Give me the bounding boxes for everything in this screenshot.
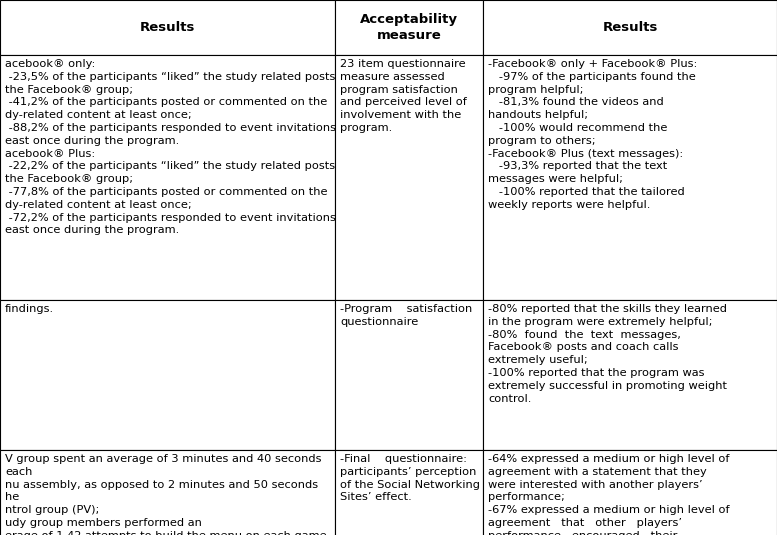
Text: Acceptability
measure: Acceptability measure (360, 13, 458, 42)
Text: acebook® only:
 -23,5% of the participants “liked” the study related posts
the F: acebook® only: -23,5% of the participant… (5, 59, 336, 235)
Bar (335, 55, 483, 300)
Text: V group spent an average of 3 minutes and 40 seconds
each
nu assembly, as oppose: V group spent an average of 3 minutes an… (5, 454, 326, 535)
Text: -64% expressed a medium or high level of
agreement with a statement that they
we: -64% expressed a medium or high level of… (488, 454, 730, 535)
Text: findings.: findings. (5, 304, 54, 314)
Text: -80% reported that the skills they learned
in the program were extremely helpful: -80% reported that the skills they learn… (488, 304, 727, 403)
Bar (483, 450, 777, 535)
Bar (335, 450, 483, 535)
Bar (335, 300, 483, 450)
Text: -Program    satisfaction
questionnaire: -Program satisfaction questionnaire (340, 304, 472, 327)
Bar (0, 450, 335, 535)
Text: Results: Results (140, 21, 195, 34)
Text: -Facebook® only + Facebook® Plus:
   -97% of the participants found the
program : -Facebook® only + Facebook® Plus: -97% o… (488, 59, 698, 210)
Text: -Final    questionnaire:
participants’ perception
of the Social Networking
Sites: -Final questionnaire: participants’ perc… (340, 454, 480, 502)
Text: Results: Results (602, 21, 657, 34)
Bar (0, 55, 335, 300)
Bar (483, 300, 777, 450)
Bar (0, 0, 335, 55)
Bar (483, 55, 777, 300)
Bar (335, 0, 483, 55)
Bar (0, 300, 335, 450)
Text: 23 item questionnaire
measure assessed
program satisfaction
and perceived level : 23 item questionnaire measure assessed p… (340, 59, 467, 133)
Bar (483, 0, 777, 55)
